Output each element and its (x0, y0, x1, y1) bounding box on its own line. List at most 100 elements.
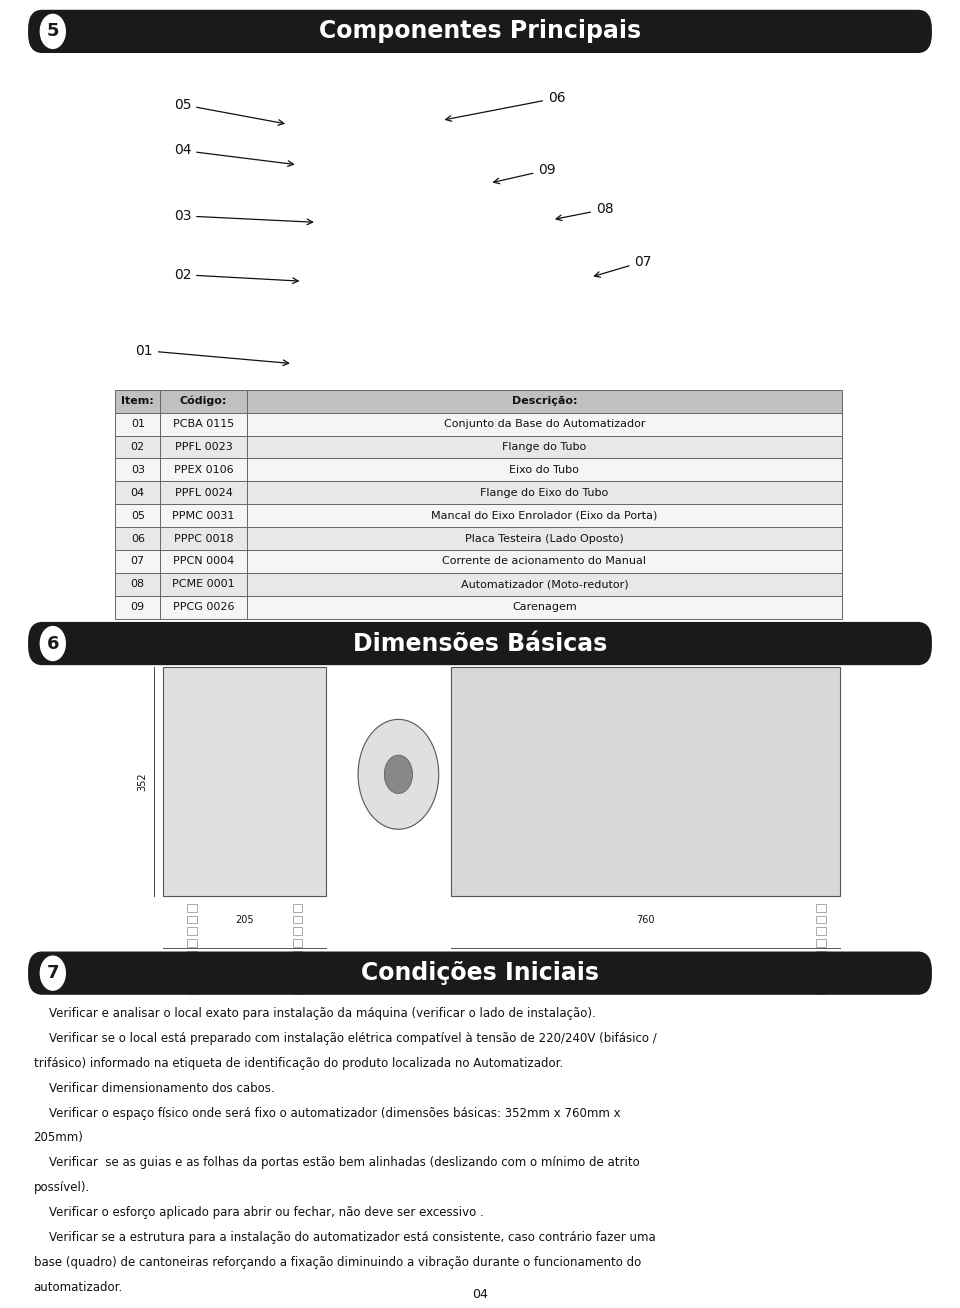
Text: Verificar dimensionamento dos cabos.: Verificar dimensionamento dos cabos. (34, 1082, 275, 1095)
Text: PPCN 0004: PPCN 0004 (173, 556, 234, 566)
Text: automatizador.: automatizador. (34, 1281, 123, 1294)
Text: 5: 5 (46, 22, 60, 41)
Text: 05: 05 (131, 510, 145, 521)
Text: 352: 352 (137, 772, 147, 791)
Text: PPMC 0031: PPMC 0031 (173, 510, 234, 521)
Circle shape (40, 14, 65, 48)
Text: PPFL 0023: PPFL 0023 (175, 442, 232, 453)
Text: 760: 760 (636, 914, 655, 925)
Bar (115, 549, 842, 573)
Text: Condições Iniciais: Condições Iniciais (361, 961, 599, 985)
Bar (816, 986, 826, 994)
Text: Corrente de acionamento do Manual: Corrente de acionamento do Manual (443, 556, 646, 566)
FancyBboxPatch shape (29, 623, 931, 664)
Text: 02: 02 (131, 442, 145, 453)
Bar (187, 951, 197, 959)
Bar (293, 986, 302, 994)
Bar (816, 916, 826, 923)
Circle shape (40, 627, 65, 661)
Text: 08: 08 (556, 203, 613, 221)
Text: Código:: Código: (180, 396, 228, 407)
Bar (115, 505, 842, 527)
Bar (187, 974, 197, 982)
Bar (816, 963, 826, 971)
Text: 08: 08 (131, 579, 145, 590)
Text: Eixo do Tubo: Eixo do Tubo (510, 464, 579, 475)
Text: 01: 01 (131, 419, 145, 429)
Text: Verificar o esforço aplicado para abrir ou fechar, não deve ser excessivo .: Verificar o esforço aplicado para abrir … (34, 1206, 483, 1219)
Bar (187, 904, 197, 912)
Bar (187, 927, 197, 935)
Bar (816, 904, 826, 912)
Text: 06: 06 (445, 92, 565, 122)
Text: base (quadro) de cantoneiras reforçando a fixação diminuindo a vibração durante : base (quadro) de cantoneiras reforçando … (34, 1256, 641, 1269)
Text: trifásico) informado na etiqueta de identificação do produto localizada no Autom: trifásico) informado na etiqueta de iden… (34, 1057, 563, 1070)
Text: Flange do Eixo do Tubo: Flange do Eixo do Tubo (480, 488, 609, 498)
Text: PPCG 0026: PPCG 0026 (173, 602, 234, 612)
Text: Item:: Item: (121, 396, 155, 407)
Bar (293, 974, 302, 982)
Text: 02: 02 (174, 268, 299, 284)
Text: Verificar  se as guias e as folhas da portas estão bem alinhadas (deslizando com: Verificar se as guias e as folhas da por… (34, 1156, 639, 1169)
Text: 05: 05 (174, 98, 284, 126)
Bar (816, 927, 826, 935)
Bar (115, 481, 842, 504)
Text: Descrição:: Descrição: (512, 396, 577, 407)
Bar (115, 527, 842, 551)
Bar (187, 939, 197, 947)
Text: 09: 09 (493, 164, 556, 183)
Text: 07: 07 (594, 255, 652, 277)
Bar (115, 458, 842, 481)
Text: 03: 03 (131, 464, 145, 475)
Text: 205mm): 205mm) (34, 1131, 84, 1144)
Bar (293, 951, 302, 959)
Bar (115, 596, 842, 619)
Text: 205: 205 (235, 914, 254, 925)
Circle shape (40, 956, 65, 990)
Bar (293, 916, 302, 923)
Bar (187, 963, 197, 971)
FancyBboxPatch shape (29, 952, 931, 994)
Text: 09: 09 (131, 602, 145, 612)
Text: Mancal do Eixo Enrolador (Eixo da Porta): Mancal do Eixo Enrolador (Eixo da Porta) (431, 510, 658, 521)
Bar (293, 904, 302, 912)
Text: Verificar se o local está preparado com instalação elétrica compatível à tensão : Verificar se o local está preparado com … (34, 1032, 657, 1045)
Bar (293, 939, 302, 947)
Text: PPEX 0106: PPEX 0106 (174, 464, 233, 475)
Text: 01: 01 (135, 344, 289, 365)
Text: 04: 04 (174, 144, 294, 166)
Bar (187, 916, 197, 923)
Text: Automatizador (Moto-redutor): Automatizador (Moto-redutor) (461, 579, 628, 590)
Text: possível).: possível). (34, 1181, 90, 1194)
Text: Conjunto da Base do Automatizador: Conjunto da Base do Automatizador (444, 419, 645, 429)
Text: Verificar se a estrutura para a instalação do automatizador está consistente, ca: Verificar se a estrutura para a instalaç… (34, 1231, 656, 1244)
Text: 04: 04 (472, 1288, 488, 1301)
Text: Dimensões Básicas: Dimensões Básicas (353, 632, 607, 655)
Text: 7: 7 (46, 964, 60, 982)
Circle shape (384, 755, 413, 794)
FancyBboxPatch shape (29, 10, 931, 52)
Bar (451, 667, 840, 896)
Bar (816, 974, 826, 982)
Text: Componentes Principais: Componentes Principais (319, 20, 641, 43)
Bar (163, 667, 326, 896)
Bar (293, 963, 302, 971)
Text: Placa Testeira (Lado Oposto): Placa Testeira (Lado Oposto) (465, 534, 624, 544)
Bar (115, 390, 842, 413)
Text: Verificar o espaço físico onde será fixo o automatizador (dimensões básicas: 352: Verificar o espaço físico onde será fixo… (34, 1107, 620, 1120)
Text: Verificar e analisar o local exato para instalação da máquina (verificar o lado : Verificar e analisar o local exato para … (34, 1007, 595, 1020)
Text: Carenagem: Carenagem (512, 602, 577, 612)
Text: 04: 04 (131, 488, 145, 498)
Text: PCBA 0115: PCBA 0115 (173, 419, 234, 429)
Text: PPPC 0018: PPPC 0018 (174, 534, 233, 544)
Bar (115, 436, 842, 459)
Text: PCME 0001: PCME 0001 (172, 579, 235, 590)
Bar (816, 951, 826, 959)
Text: 06: 06 (131, 534, 145, 544)
Text: 6: 6 (46, 634, 60, 653)
Text: Flange do Tubo: Flange do Tubo (502, 442, 587, 453)
Bar (293, 927, 302, 935)
Bar (816, 939, 826, 947)
Bar (187, 986, 197, 994)
Circle shape (358, 719, 439, 829)
